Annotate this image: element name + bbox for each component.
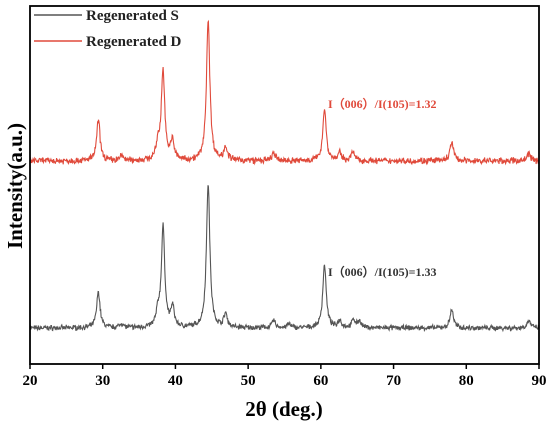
x-ticks: 20 30 40 50 60 70 80 90 (23, 364, 547, 389)
x-tick-label-20: 20 (23, 373, 38, 389)
x-tick-label-90: 90 (532, 373, 547, 389)
x-tick-label-80: 80 (459, 373, 474, 389)
y-axis-title: Intensity(a.u.) (3, 123, 27, 249)
legend-label-regenerated-s: Regenerated S (86, 8, 179, 24)
series-lines (29, 19, 540, 333)
annotation-ratio-s: I（006）/I(105)=1.33 (328, 264, 437, 279)
x-tick-label-30: 30 (95, 373, 110, 389)
legend: Regenerated S Regenerated D (34, 8, 182, 50)
legend-label-regenerated-d: Regenerated D (86, 34, 182, 50)
x-tick-label-60: 60 (313, 373, 328, 389)
annotation-ratio-d: I（006）/I(105)=1.32 (328, 96, 437, 111)
plot-frame (29, 5, 540, 365)
x-tick-label-40: 40 (168, 373, 183, 389)
x-tick-label-70: 70 (386, 373, 401, 389)
x-axis-title: 2θ (deg.) (245, 397, 322, 421)
series-line-regenerated-s (29, 185, 540, 333)
x-tick-label-50: 50 (241, 373, 256, 389)
series-line-regenerated-d (29, 19, 540, 166)
